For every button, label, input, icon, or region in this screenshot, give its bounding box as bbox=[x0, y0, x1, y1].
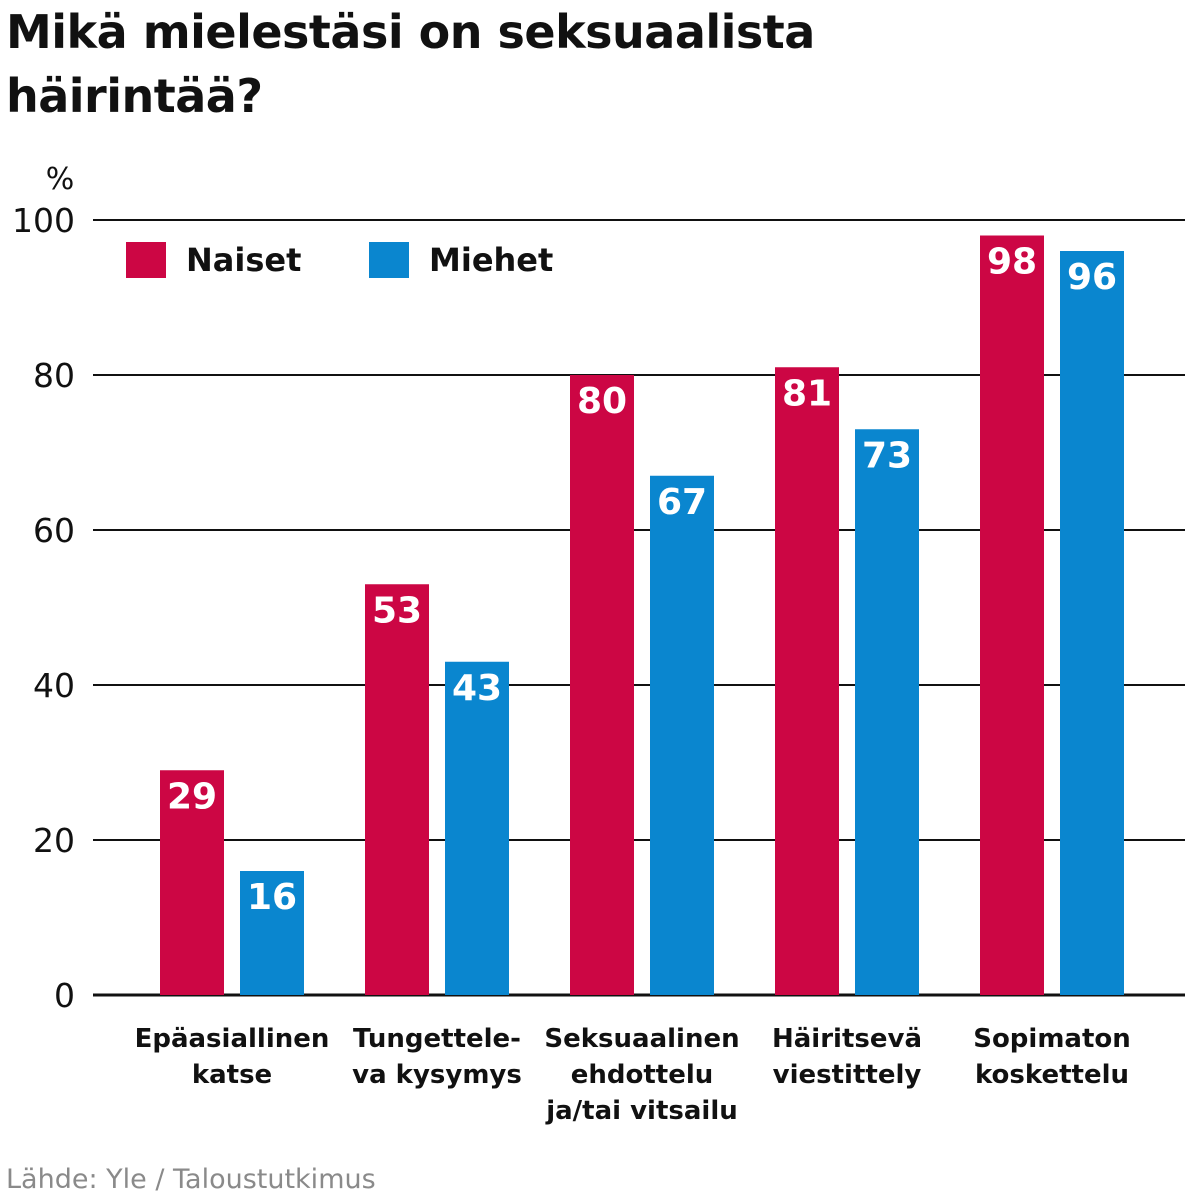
bar-naiset bbox=[980, 235, 1044, 995]
bar-naiset bbox=[365, 584, 429, 995]
bar-naiset bbox=[570, 375, 634, 995]
y-tick-label: 0 bbox=[54, 976, 75, 1015]
legend-label-miehet: Miehet bbox=[429, 241, 553, 279]
x-category-label-line: katse bbox=[192, 1060, 272, 1090]
y-tick-label: 40 bbox=[33, 666, 75, 705]
bar-value-label: 98 bbox=[987, 242, 1037, 283]
bar-miehet bbox=[855, 429, 919, 995]
chart-title: Mikä mielestäsi on seksuaalista häirintä… bbox=[6, 0, 1156, 128]
bar-value-label: 80 bbox=[577, 381, 627, 422]
bar-naiset bbox=[775, 367, 839, 995]
x-category-label-line: Epäasiallinen bbox=[135, 1024, 330, 1054]
x-category-label-line: viestittely bbox=[773, 1060, 922, 1090]
legend-swatch-naiset bbox=[126, 242, 166, 278]
x-category-label-line: ja/tai vitsailu bbox=[545, 1096, 738, 1126]
bar-value-label: 29 bbox=[167, 776, 217, 817]
x-category-label-line: Sopimaton bbox=[973, 1024, 1131, 1054]
x-category-label-line: va kysymys bbox=[352, 1060, 522, 1090]
bar-naiset bbox=[160, 770, 224, 995]
legend-swatch-miehet bbox=[369, 242, 409, 278]
bar-value-label: 16 bbox=[247, 877, 297, 918]
x-category-label: Tungettele-va kysymys bbox=[352, 1024, 522, 1090]
bar-value-label: 53 bbox=[372, 590, 422, 631]
bar-miehet bbox=[240, 871, 304, 995]
x-category-label-line: Tungettele- bbox=[353, 1024, 521, 1054]
bar-value-label: 81 bbox=[782, 373, 832, 414]
y-tick-label: 20 bbox=[33, 821, 75, 860]
bar-miehet bbox=[1060, 251, 1124, 995]
bar-miehet bbox=[650, 475, 714, 995]
legend-label-naiset: Naiset bbox=[186, 241, 301, 279]
bar-miehet bbox=[445, 661, 509, 995]
x-category-label-line: Häiritsevä bbox=[772, 1024, 922, 1054]
x-category-label: Sopimaton koskettelu bbox=[973, 1024, 1131, 1090]
x-category-label: Seksuaalinen ehdottelu ja/tai vitsailu bbox=[544, 1024, 739, 1126]
x-category-label-line: Seksuaalinen bbox=[544, 1024, 739, 1054]
x-category-label: Häiritsevä viestittely bbox=[772, 1024, 922, 1090]
x-category-label-line: koskettelu bbox=[975, 1060, 1129, 1090]
x-category-label: Epäasiallinen katse bbox=[135, 1024, 330, 1090]
chart-title-line-2: häirintää? bbox=[6, 69, 263, 123]
x-category-label-line: ehdottelu bbox=[571, 1060, 714, 1090]
y-axis-unit-label: % bbox=[46, 162, 75, 197]
bar-value-label: 73 bbox=[862, 435, 912, 476]
source-note: Lähde: Yle / Taloustutkimus bbox=[6, 1164, 376, 1195]
chart-title-line-1: Mikä mielestäsi on seksuaalista bbox=[6, 5, 815, 59]
y-tick-label: 100 bbox=[12, 201, 75, 240]
bar-value-label: 43 bbox=[452, 668, 502, 709]
bar-value-label: 96 bbox=[1067, 257, 1117, 298]
y-tick-label: 60 bbox=[33, 511, 75, 550]
y-tick-label: 80 bbox=[33, 356, 75, 395]
bar-value-label: 67 bbox=[657, 482, 707, 523]
